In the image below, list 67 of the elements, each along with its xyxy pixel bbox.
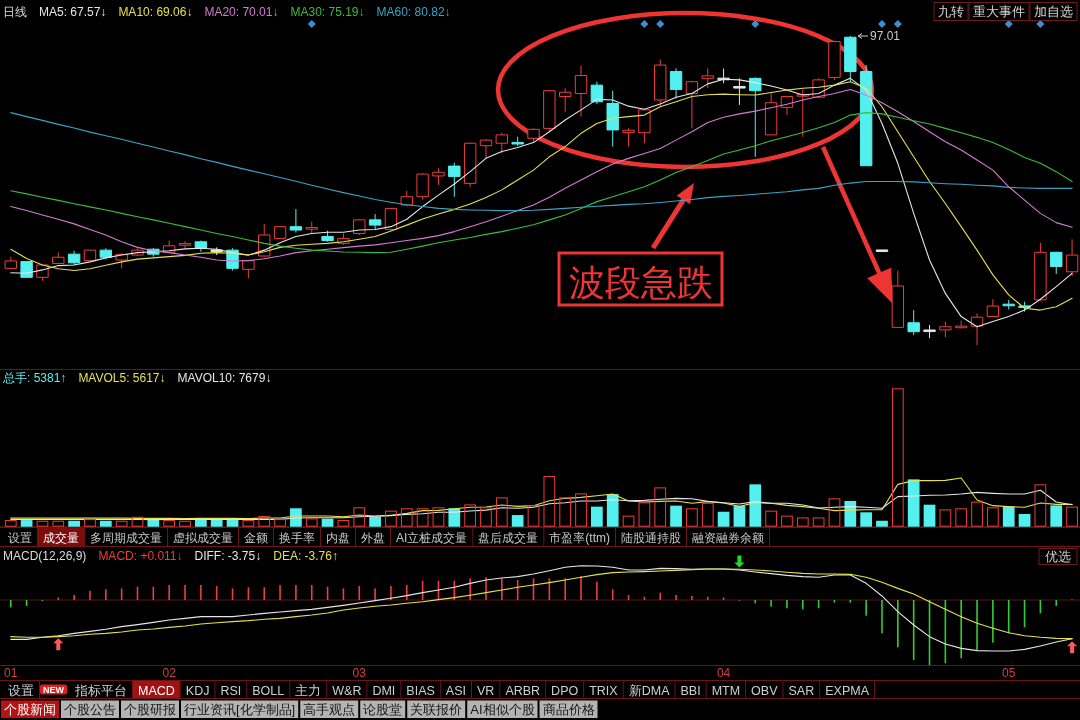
text: 盘后成交量 — [478, 530, 539, 545]
x-tick-label: 02 — [162, 666, 177, 680]
series-label: MACD: +0.011↓ — [98, 549, 183, 563]
text: 设置 — [8, 683, 34, 698]
text: AI立桩成交量 — [396, 530, 468, 545]
chart-title: MACD(12,26,9) — [3, 549, 87, 563]
x-tick-label: 04 — [716, 666, 731, 680]
text: 陆股通持股 — [621, 530, 681, 545]
text: DIFF: -3.75↓ — [194, 549, 262, 563]
text: AI相似个股 — [470, 701, 535, 717]
text: W&R — [332, 683, 362, 698]
x-tick-label: 05 — [1002, 666, 1016, 680]
text: 设置 — [8, 530, 32, 545]
text: RSI — [220, 683, 242, 698]
text: 成交量 — [43, 530, 79, 545]
text: MA5: 67.57↓ — [39, 5, 107, 19]
text: MAVOL5: 5617↓ — [78, 371, 166, 385]
text: VR — [477, 683, 495, 698]
text: 虚拟成交量 — [173, 530, 233, 545]
text: MAVOL10: 7679↓ — [177, 371, 272, 385]
text: 主力 — [295, 682, 322, 698]
text: MA60: 80.82↓ — [376, 5, 451, 19]
text: 换手率 — [279, 530, 315, 545]
text: MTM — [711, 683, 741, 698]
text: 加自选 — [1034, 5, 1073, 19]
text: 行业资讯[化学制品] — [184, 701, 296, 717]
text: DMI — [372, 683, 396, 698]
text: MACD — [138, 683, 175, 698]
text: 个股新闻 — [4, 701, 56, 717]
text: 关联报价 — [410, 701, 463, 717]
text: DPO — [551, 683, 579, 698]
text: ASI — [445, 683, 466, 698]
text: 外盘 — [361, 530, 385, 545]
text: DEA: -3.76↑ — [273, 549, 338, 563]
chart-title: 日线 — [3, 5, 27, 19]
text: MA10: 69.06↓ — [118, 5, 193, 19]
x-tick-label: 03 — [352, 666, 367, 680]
text: BOLL — [252, 683, 285, 698]
text: ARBR — [505, 683, 541, 698]
text: 内盘 — [326, 530, 350, 545]
text: 指标平台 — [74, 683, 127, 698]
annotation: 波段急跌 — [568, 262, 713, 303]
text: 论股堂 — [363, 701, 403, 717]
text: KDJ — [185, 683, 210, 698]
text: 个股公告 — [64, 701, 116, 717]
text: 市盈率(ttm) — [549, 530, 610, 545]
text: 新DMA — [628, 683, 671, 698]
text: 个股研报 — [124, 701, 176, 717]
text: 金额 — [244, 530, 268, 545]
text: MA30: 75.19↓ — [290, 5, 365, 19]
text: 高手观点 — [303, 701, 356, 717]
text: 总手: 5381↑ — [2, 371, 67, 385]
text: 多周期成交量 — [90, 530, 162, 545]
text: MA20: 70.01↓ — [204, 5, 279, 19]
text: BIAS — [406, 683, 435, 698]
text: 重大事件 — [973, 5, 1025, 19]
text: TRIX — [589, 683, 619, 698]
text: 优选 — [1045, 550, 1071, 564]
text: SAR — [788, 683, 815, 698]
x-tick-label: 01 — [4, 666, 18, 680]
annotation: 97.01 — [870, 29, 901, 43]
text: 商品价格 — [542, 701, 595, 717]
text: 九转 — [938, 5, 964, 19]
text: 融资融券余额 — [692, 530, 764, 545]
text: BBI — [680, 683, 701, 698]
text: EXPMA — [825, 683, 870, 698]
text: OBV — [751, 683, 779, 698]
